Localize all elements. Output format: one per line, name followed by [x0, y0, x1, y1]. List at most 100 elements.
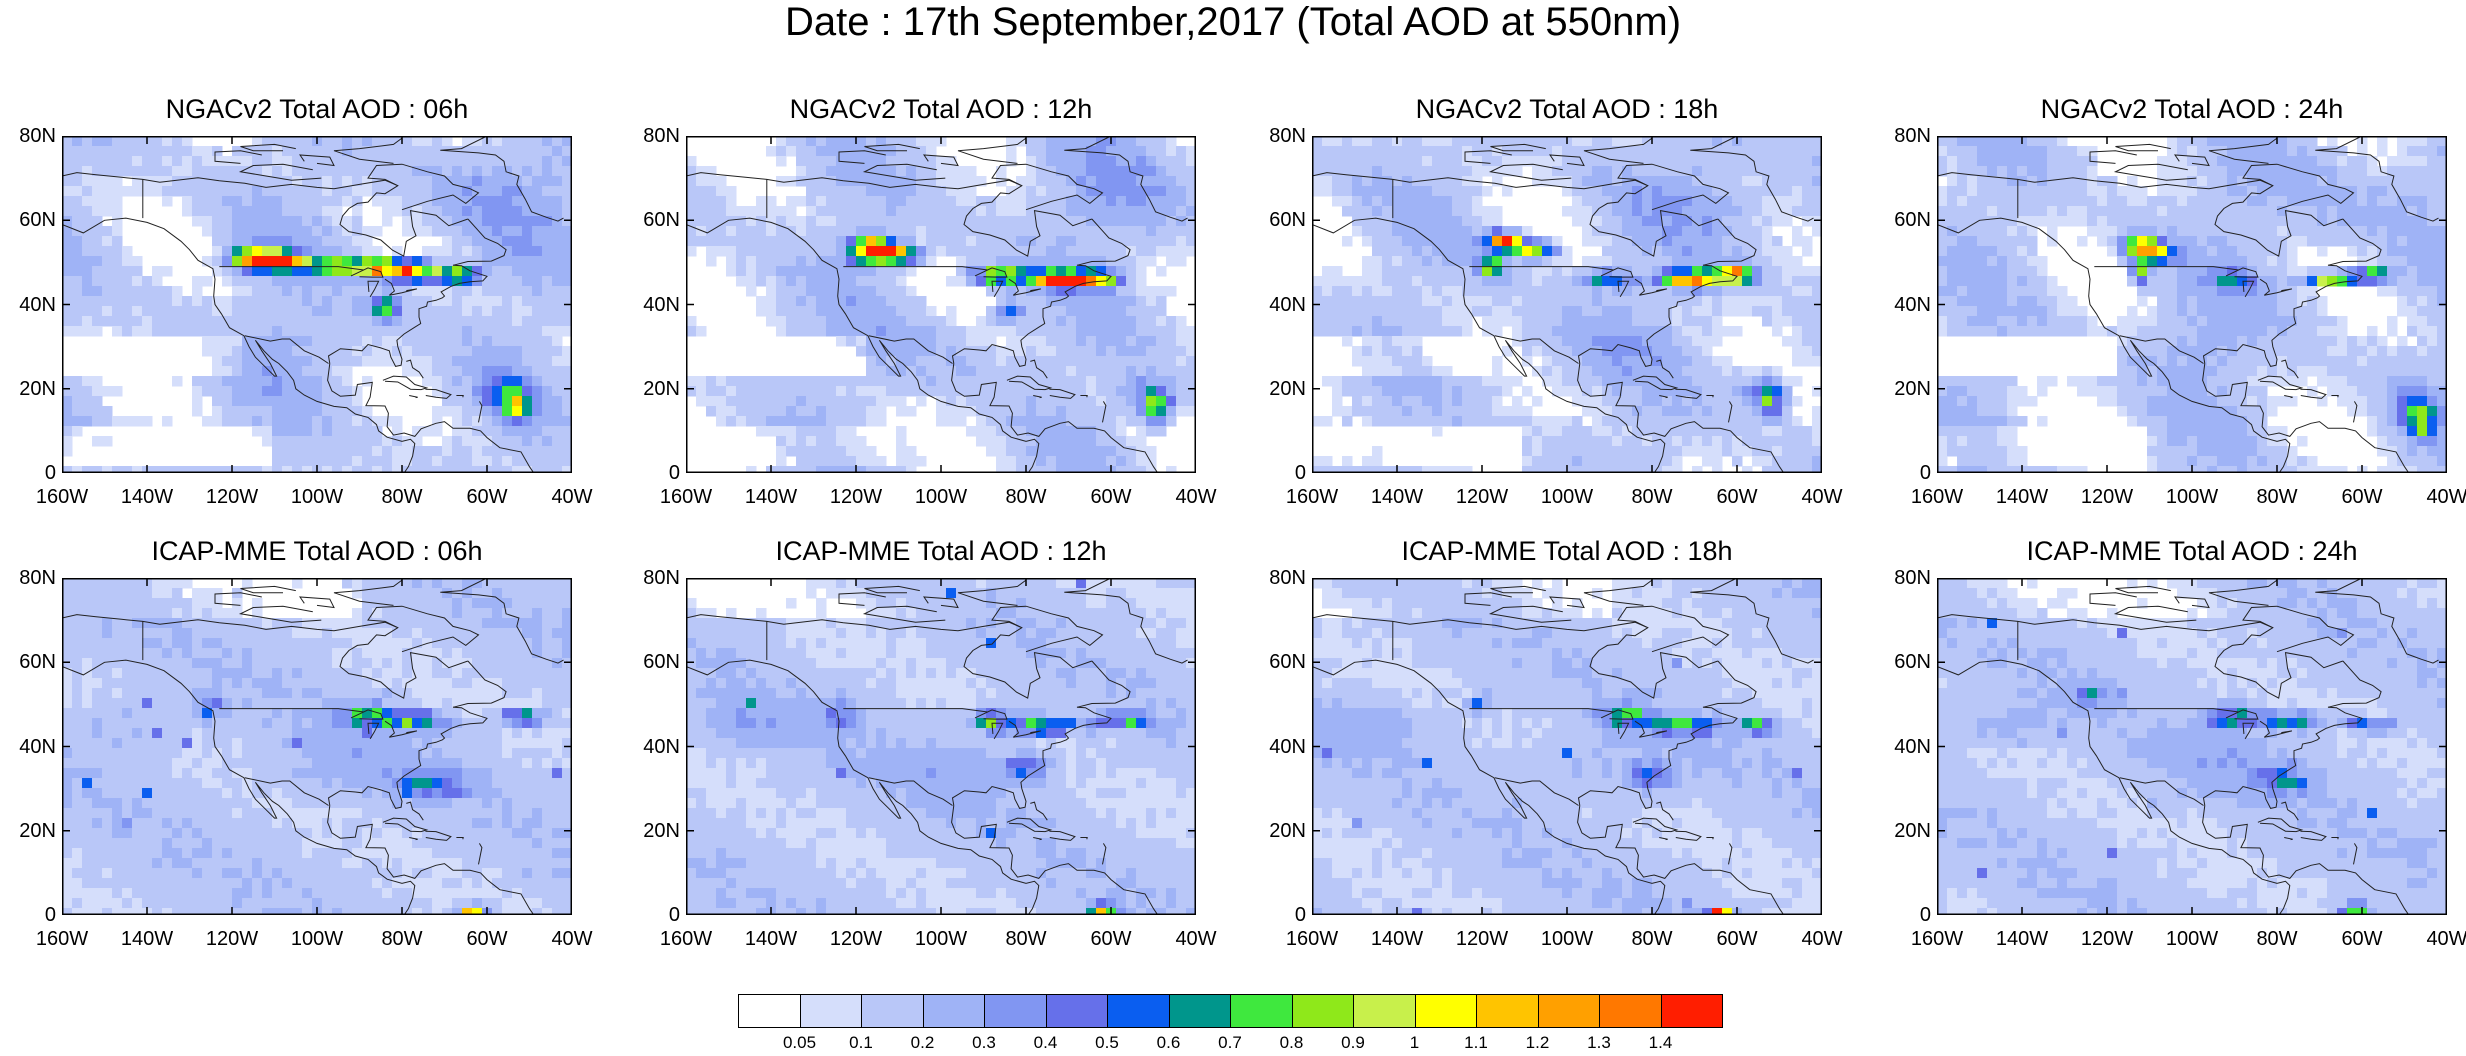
colorbar-swatch — [984, 994, 1047, 1028]
aod-map — [686, 578, 1196, 915]
aod-map — [62, 578, 572, 915]
lon-tick-label: 140W — [744, 486, 798, 508]
lon-tick-label: 140W — [120, 928, 174, 950]
lat-tick-label: 0 — [1919, 462, 1931, 484]
aod-field — [1312, 578, 1822, 915]
lat-tick-label: 40N — [1269, 735, 1306, 758]
colorbar-label: 0.05 — [782, 1033, 817, 1052]
aod-map — [1312, 578, 1822, 915]
lon-tick-label: 80W — [381, 928, 423, 950]
lat-tick-label: 0 — [668, 462, 680, 484]
panel-title: ICAP-MME Total AOD : 12h — [775, 536, 1107, 566]
lon-tick-label: 40W — [2426, 928, 2466, 950]
aod-field — [1937, 136, 2447, 473]
colorbar-swatch — [799, 994, 862, 1028]
lat-tick-label: 60N — [643, 651, 680, 674]
lat-tick-label: 0 — [1919, 904, 1931, 926]
lon-tick-label: 140W — [1995, 486, 2049, 508]
lon-tick-label: 40W — [2426, 486, 2466, 508]
lon-tick-label: 120W — [2080, 928, 2134, 950]
lon-tick-label: 140W — [1370, 928, 1424, 950]
lon-tick-label: 60W — [466, 928, 508, 950]
lat-tick-label: 80N — [1269, 567, 1306, 589]
lat-tick-label: 80N — [1894, 567, 1931, 589]
aod-field — [1937, 578, 2447, 915]
lat-tick-label: 20N — [1269, 377, 1306, 400]
coastlines — [1312, 136, 1814, 473]
panel-title: ICAP-MME Total AOD : 18h — [1401, 536, 1733, 566]
lon-tick-label: 100W — [1540, 928, 1594, 950]
lon-tick-label: 140W — [744, 928, 798, 950]
lon-tick-label: 140W — [120, 486, 174, 508]
colorbar-label: 0.7 — [1218, 1033, 1242, 1052]
aod-map — [1312, 136, 1822, 473]
lon-tick-label: 120W — [829, 486, 883, 508]
colorbar-swatch — [1107, 994, 1170, 1028]
lon-tick-label: 100W — [1540, 486, 1594, 508]
colorbar-label: 1 — [1409, 1033, 1420, 1052]
lat-tick-label: 0 — [1294, 462, 1306, 484]
colorbar-label: 1.3 — [1587, 1033, 1611, 1052]
colorbar-swatch — [1168, 994, 1231, 1028]
aod-map — [62, 136, 572, 473]
lat-tick-label: 80N — [19, 567, 56, 589]
colorbar-label: 0.9 — [1341, 1033, 1365, 1052]
lat-tick-label: 80N — [19, 125, 56, 147]
aod-field — [686, 578, 1196, 915]
lon-tick-label: 60W — [1716, 486, 1758, 508]
colorbar-label: 0.2 — [910, 1033, 935, 1052]
lon-tick-label: 40W — [1175, 486, 1217, 508]
lat-tick-label: 20N — [1269, 819, 1306, 842]
colorbar-swatch — [1476, 994, 1539, 1028]
coastlines — [62, 578, 564, 915]
lon-tick-label: 100W — [2165, 928, 2219, 950]
colorbar-swatch — [1045, 994, 1108, 1028]
lon-tick-label: 80W — [1005, 486, 1047, 508]
colorbar-label: 0.1 — [849, 1033, 873, 1052]
lon-tick-label: 40W — [551, 928, 593, 950]
colorbar-label: 0.4 — [1033, 1033, 1058, 1052]
aod-map — [686, 136, 1196, 473]
lat-tick-label: 20N — [1894, 819, 1931, 842]
panel-title: NGACv2 Total AOD : 06h — [165, 94, 469, 124]
panel-title: NGACv2 Total AOD : 24h — [2040, 94, 2344, 124]
aod-map — [1937, 136, 2447, 473]
lon-tick-label: 160W — [1285, 928, 1339, 950]
coastlines — [1937, 578, 2439, 915]
lat-tick-label: 80N — [643, 567, 680, 589]
lon-tick-label: 80W — [1631, 928, 1673, 950]
lat-tick-label: 0 — [44, 462, 56, 484]
aod-field — [1312, 136, 1822, 473]
aod-field — [686, 136, 1196, 473]
colorbar-swatch — [738, 994, 801, 1028]
coastlines — [686, 578, 1188, 915]
aod-field — [62, 136, 572, 473]
coastlines — [686, 136, 1188, 473]
lon-tick-label: 100W — [914, 928, 968, 950]
lon-tick-label: 160W — [659, 928, 713, 950]
lat-tick-label: 20N — [19, 819, 56, 842]
panel-title: ICAP-MME Total AOD : 06h — [151, 536, 483, 566]
colorbar-swatch — [1660, 994, 1723, 1028]
lon-tick-label: 120W — [205, 486, 259, 508]
lon-tick-label: 140W — [1370, 486, 1424, 508]
lon-tick-label: 140W — [1995, 928, 2049, 950]
lat-tick-label: 60N — [1269, 209, 1306, 232]
lon-tick-label: 80W — [2256, 486, 2298, 508]
figure-title: Date : 17th September,2017 (Total AOD at… — [784, 0, 1682, 44]
lon-tick-label: 100W — [2165, 486, 2219, 508]
lat-tick-label: 60N — [19, 209, 56, 232]
colorbar-swatch — [1291, 994, 1354, 1028]
colorbar-label: 0.5 — [1095, 1033, 1119, 1052]
colorbar-label: 1.1 — [1464, 1033, 1488, 1052]
lon-tick-label: 120W — [829, 928, 883, 950]
lat-tick-label: 60N — [643, 209, 680, 232]
lon-tick-label: 80W — [1631, 486, 1673, 508]
lat-tick-label: 60N — [1894, 651, 1931, 674]
lat-tick-label: 40N — [1269, 293, 1306, 316]
colorbar-label: 0.8 — [1279, 1033, 1304, 1052]
lon-tick-label: 120W — [2080, 486, 2134, 508]
lon-tick-label: 80W — [381, 486, 423, 508]
lon-tick-label: 60W — [1090, 486, 1132, 508]
lat-tick-label: 20N — [19, 377, 56, 400]
